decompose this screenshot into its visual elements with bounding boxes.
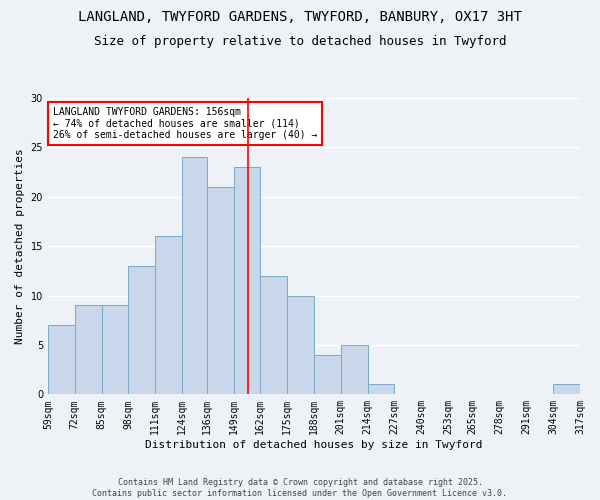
Text: Contains HM Land Registry data © Crown copyright and database right 2025.
Contai: Contains HM Land Registry data © Crown c… — [92, 478, 508, 498]
Bar — [207, 187, 233, 394]
X-axis label: Distribution of detached houses by size in Twyford: Distribution of detached houses by size … — [145, 440, 483, 450]
Bar — [287, 296, 314, 394]
Bar — [48, 325, 75, 394]
Bar — [553, 384, 580, 394]
Bar — [368, 384, 394, 394]
Bar — [314, 355, 341, 395]
Bar — [155, 236, 182, 394]
Bar — [75, 306, 101, 394]
Bar — [260, 276, 287, 394]
Bar — [341, 345, 368, 395]
Bar — [128, 266, 155, 394]
Text: Size of property relative to detached houses in Twyford: Size of property relative to detached ho… — [94, 35, 506, 48]
Bar — [233, 167, 260, 394]
Text: LANGLAND, TWYFORD GARDENS, TWYFORD, BANBURY, OX17 3HT: LANGLAND, TWYFORD GARDENS, TWYFORD, BANB… — [78, 10, 522, 24]
Text: LANGLAND TWYFORD GARDENS: 156sqm
← 74% of detached houses are smaller (114)
26% : LANGLAND TWYFORD GARDENS: 156sqm ← 74% o… — [53, 107, 317, 140]
Bar — [101, 306, 128, 394]
Y-axis label: Number of detached properties: Number of detached properties — [15, 148, 25, 344]
Bar — [182, 158, 207, 394]
